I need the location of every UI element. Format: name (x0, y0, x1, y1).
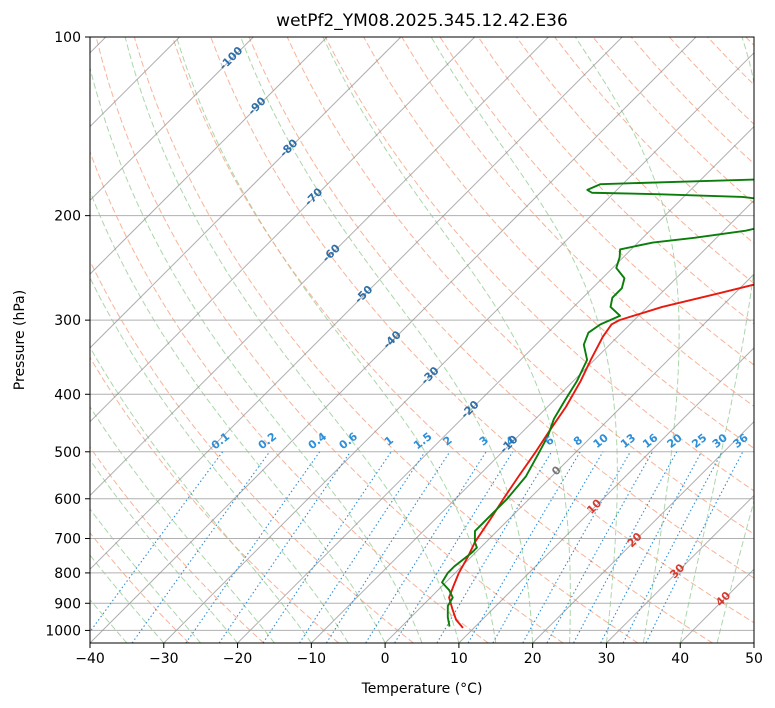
y-tick-label: 900 (54, 596, 81, 612)
dry-adiabat (210, 37, 754, 624)
isotherm-gridline (90, 37, 254, 202)
moist-adiabat (90, 598, 128, 643)
moist-adiabat (322, 37, 571, 643)
chart-title: wetPf2_YM08.2025.345.12.42.E36 (276, 11, 568, 31)
y-tick-label: 800 (54, 566, 81, 582)
y-tick-label: 200 (54, 209, 81, 225)
dry-adiabat (363, 37, 754, 449)
isotherm-gridline (310, 199, 754, 643)
moist-adiabat (679, 37, 754, 643)
x-tick-label: 40 (671, 651, 689, 667)
dry-adiabat (90, 446, 265, 643)
x-tick-label: 30 (598, 651, 616, 667)
dry-adiabat (90, 532, 190, 643)
moist-adiabat (90, 459, 238, 643)
mixing-ratio-line (436, 451, 553, 643)
mixing-ratio-line (573, 451, 678, 643)
x-tick-label: 50 (745, 651, 763, 667)
moist-adiabat (176, 37, 497, 643)
dry-adiabat (248, 37, 754, 579)
plot-background (90, 37, 754, 643)
isotherm-gridline (458, 347, 754, 643)
dry-adiabat (90, 150, 489, 643)
y-tick-label: 100 (54, 30, 81, 46)
x-axis-ticks: −40 −30 −20 −10 0 10 20 30 40 50 (75, 643, 763, 667)
mixing-ratio-line (262, 451, 392, 643)
dry-adiabat (516, 37, 754, 285)
isotherm-gridline (237, 125, 754, 643)
plot-frame (89, 36, 755, 644)
dry-adiabat (439, 37, 754, 366)
x-axis-label: Temperature (°C) (361, 681, 483, 697)
mixing-ratio-line (600, 451, 702, 643)
isobar-gridlines (90, 37, 754, 631)
mixing-ratio-lines (90, 451, 744, 643)
mixing-ratio-line (645, 451, 744, 643)
moist-adiabat (90, 346, 312, 643)
mixing-ratio-line (522, 451, 631, 643)
isotherm-gridline (163, 52, 754, 643)
moist-adiabat (240, 37, 534, 643)
isotherm-gridline (90, 37, 476, 423)
isotherm-gridline (753, 642, 754, 643)
moist-adiabat (430, 37, 618, 643)
mixing-ratio-line (90, 451, 224, 633)
isotherm-gridline (532, 420, 754, 643)
mixing-ratio-line (546, 451, 653, 643)
y-tick-label: 700 (54, 532, 81, 548)
mixing-ratio-line (325, 451, 451, 643)
dry-adiabat (401, 37, 754, 407)
x-tick-label: 10 (450, 651, 468, 667)
moist-adiabat (90, 554, 165, 643)
isotherm-gridline (90, 37, 549, 497)
x-tick-label: −40 (75, 651, 105, 667)
y-axis-ticks: 100 200 300 400 500 600 700 800 900 1000 (45, 30, 90, 639)
moist-adiabat (90, 65, 423, 643)
y-tick-label: 1000 (45, 623, 81, 639)
moist-adiabats (90, 37, 754, 643)
dry-adiabat (90, 356, 339, 643)
dry-adiabat (133, 37, 639, 643)
moist-adiabat (124, 37, 460, 643)
mixing-ratio-line (131, 451, 271, 643)
x-tick-label: 0 (381, 651, 390, 667)
moist-adiabat (90, 508, 202, 643)
mixing-ratio-line (218, 451, 351, 643)
x-tick-label: −10 (297, 651, 327, 667)
isotherm-gridline (90, 37, 697, 643)
isotherm-gridlines (90, 37, 754, 643)
y-tick-label: 500 (54, 445, 81, 461)
moist-adiabat (90, 405, 275, 643)
y-axis-label: Pressure (hPa) (12, 290, 28, 390)
x-tick-label: 20 (524, 651, 542, 667)
x-tick-label: −20 (223, 651, 253, 667)
isotherm-gridline (90, 37, 402, 349)
mixing-ratio-line (394, 451, 514, 643)
mixing-ratio-line (365, 451, 487, 643)
x-tick-label: −30 (149, 651, 179, 667)
moist-adiabat (574, 37, 680, 643)
moist-adiabat (90, 276, 349, 643)
y-tick-label: 600 (54, 492, 81, 508)
isotherm-gridline (384, 273, 754, 643)
isotherm-gridline (90, 37, 623, 570)
isotherm-gridline (90, 37, 328, 275)
temperature-line (448, 283, 754, 629)
isotherm-gridline (606, 494, 754, 643)
dry-adiabat (95, 37, 564, 643)
y-tick-label: 300 (54, 313, 81, 329)
mixing-ratio-line (185, 451, 321, 643)
mixing-ratio-line (299, 451, 426, 643)
y-tick-label: 400 (54, 387, 81, 403)
dewpoint-line (441, 178, 754, 627)
profile-series (441, 178, 754, 629)
